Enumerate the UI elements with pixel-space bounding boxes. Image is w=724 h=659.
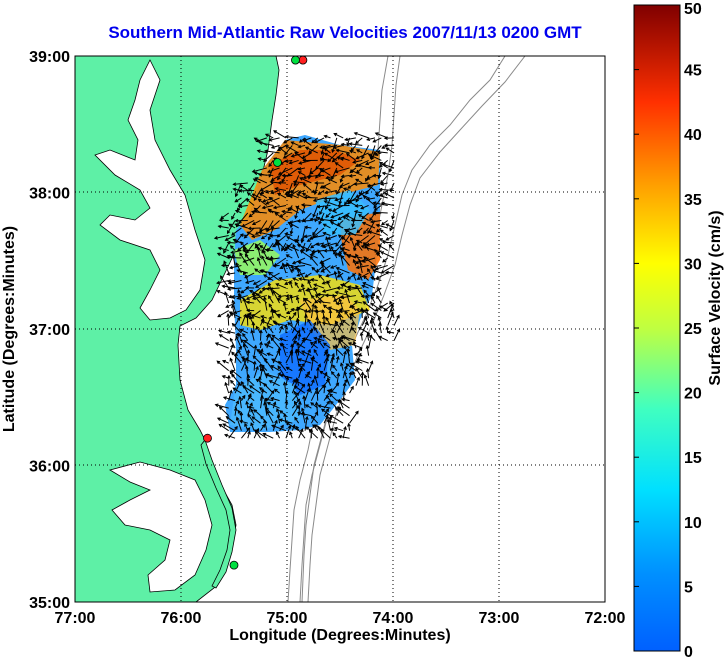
y-axis-label: Latitude (Degrees:Minutes): [1, 226, 18, 432]
colorbar-tick-label: 50: [684, 1, 702, 18]
x-tick-label: 74:00: [373, 610, 414, 627]
colorbar-tick-label: 35: [684, 192, 702, 209]
y-tick-label: 37:00: [29, 322, 70, 339]
x-tick-label: 72:00: [585, 610, 626, 627]
colorbar-tick-label: 40: [684, 127, 702, 144]
colorbar-tick-label: 0: [684, 644, 693, 659]
y-tick-label: 35:00: [29, 595, 70, 612]
x-tick-label: 75:00: [267, 610, 308, 627]
radar-station-marker: [203, 433, 212, 443]
radar-station-marker: [229, 560, 239, 570]
radar-station-marker: [291, 56, 300, 65]
chart-title: Southern Mid-Atlantic Raw Velocities 200…: [108, 23, 582, 42]
outer-banks: [200, 439, 237, 589]
plot-frame: [74, 55, 606, 603]
radar-station-marker: [298, 56, 308, 65]
colorbar-tick-label: 15: [684, 450, 702, 467]
colorbar-tick-label: 20: [684, 386, 702, 403]
grid-lines: [75, 56, 605, 602]
chesapeake-bay: [94, 59, 206, 321]
radar-station-marker: [273, 158, 282, 167]
y-tick-label: 39:00: [29, 49, 70, 66]
x-tick-label: 73:00: [479, 610, 520, 627]
colorbar-tick-label: 45: [684, 63, 702, 80]
pamlico-sound: [108, 461, 213, 593]
colorbar-tick-label: 5: [684, 579, 693, 596]
colorbar: [633, 4, 681, 652]
colorbar-tick-label: 30: [684, 256, 702, 273]
x-tick-label: 77:00: [55, 610, 96, 627]
x-axis-label: Longitude (Degrees:Minutes): [229, 627, 450, 644]
colorbar-tick-label: 25: [684, 321, 702, 338]
colorbar-tick-label: 10: [684, 515, 702, 532]
colorbar-label: Surface Velocity (cm/s): [707, 210, 724, 385]
y-tick-label: 38:00: [29, 186, 70, 203]
y-tick-label: 36:00: [29, 459, 70, 476]
x-tick-label: 76:00: [161, 610, 202, 627]
